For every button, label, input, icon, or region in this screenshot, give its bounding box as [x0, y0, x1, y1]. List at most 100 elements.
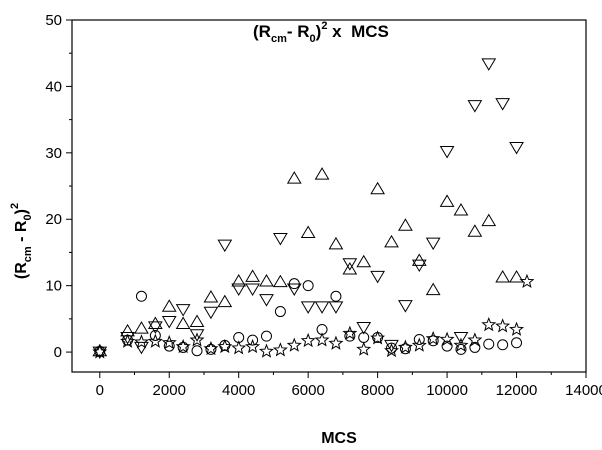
triangle-down-point: [425, 237, 441, 251]
star-point: [258, 343, 274, 358]
circle-point: [427, 335, 439, 347]
triangle-down-point: [300, 301, 316, 314]
triangle-down-point: [134, 341, 149, 355]
triangle-down-point: [189, 329, 205, 342]
x-tick-label: 6000: [291, 382, 324, 399]
circle-point: [302, 280, 314, 292]
triangle-down-point: [384, 339, 399, 353]
triangle-up-point: [189, 314, 205, 328]
triangle-down-point: [120, 331, 135, 345]
y-axis-title: (Rcm - R0)2: [9, 203, 34, 279]
triangle-down-point: [231, 283, 247, 296]
x-axis-title: MCS: [321, 430, 357, 447]
star-point: [370, 330, 386, 345]
y-tick-label: 30: [45, 145, 62, 162]
star-point: [467, 332, 483, 347]
triangle-down-point: [481, 58, 497, 71]
star-point: [147, 333, 163, 348]
circle-point: [497, 339, 509, 351]
star-point: [300, 332, 316, 348]
circle-point: [413, 333, 425, 345]
plot-area: [71, 19, 587, 373]
triangle-down-point: [439, 146, 455, 159]
triangle-down-point: [217, 239, 233, 253]
star-point: [439, 331, 455, 346]
star-point: [175, 338, 191, 354]
triangle-up-point: [384, 234, 399, 248]
circle-point: [191, 345, 203, 357]
triangle-up-point: [245, 269, 260, 282]
triangle-down-point: [398, 300, 413, 313]
y-tick-label: 10: [45, 278, 62, 295]
triangle-up-point: [356, 254, 372, 268]
star-point: [286, 337, 302, 352]
y-tick-label: 0: [54, 344, 62, 361]
star-point: [356, 341, 372, 356]
series-triangle-up: [92, 167, 524, 357]
triangle-up-point: [231, 274, 247, 287]
plot-border: [71, 19, 587, 373]
chart-title: (Rcm- R0)2 x MCS: [253, 20, 389, 45]
star-point: [328, 335, 344, 350]
triangle-up-point: [342, 262, 358, 275]
triangle-down-point: [314, 301, 330, 314]
triangle-up-point: [217, 294, 233, 308]
triangle-down-point: [411, 259, 427, 273]
x-tick-label: 4000: [222, 382, 255, 399]
circle-point: [135, 290, 147, 302]
triangle-down-point: [467, 100, 483, 113]
triangle-down-point: [370, 270, 385, 284]
star-point: [342, 325, 358, 340]
y-tick-label: 50: [45, 12, 62, 29]
circle-point: [177, 341, 189, 353]
triangle-up-point: [467, 224, 483, 237]
star-point: [453, 337, 469, 352]
triangle-down-point: [259, 294, 274, 307]
circle-point: [441, 340, 453, 352]
triangle-up-point: [481, 213, 497, 227]
x-tick-label: 10000: [426, 382, 468, 399]
star-point: [272, 342, 288, 357]
star-point: [314, 332, 330, 347]
circle-point: [511, 337, 523, 349]
triangle-up-point: [203, 289, 219, 303]
series-layer: [92, 58, 535, 360]
star-point: [495, 318, 511, 333]
triangle-up-point: [300, 225, 316, 239]
star-point: [245, 338, 261, 354]
star-point: [509, 321, 525, 336]
triangle-down-point: [342, 258, 358, 271]
star-point: [411, 337, 427, 352]
triangle-up-point: [370, 181, 385, 195]
triangle-down-point: [495, 98, 511, 111]
triangle-up-point: [314, 167, 330, 180]
star-point: [519, 273, 535, 289]
x-tick-label: 8000: [361, 382, 394, 399]
x-tick-label: 12000: [496, 382, 538, 399]
circle-point: [344, 330, 356, 342]
circle-point: [247, 334, 259, 346]
star-point: [231, 340, 247, 355]
circle-point: [483, 338, 495, 350]
triangle-down-point: [356, 322, 372, 335]
circle-point: [205, 343, 217, 355]
circle-point: [149, 329, 161, 341]
circle-point: [260, 330, 272, 342]
star-point: [481, 316, 497, 332]
triangle-down-point: [175, 304, 191, 317]
circle-point: [455, 343, 467, 355]
triangle-up-point: [509, 270, 524, 283]
x-tick-label: 0: [96, 382, 104, 399]
triangle-up-point: [286, 171, 302, 184]
circle-point: [274, 306, 286, 318]
triangle-up-point: [439, 194, 455, 207]
triangle-up-point: [328, 236, 344, 250]
triangle-up-point: [273, 274, 288, 288]
triangle-down-point: [161, 316, 177, 329]
triangle-down-point: [273, 233, 288, 246]
triangle-up-point: [161, 299, 177, 312]
circle-point: [288, 278, 300, 290]
